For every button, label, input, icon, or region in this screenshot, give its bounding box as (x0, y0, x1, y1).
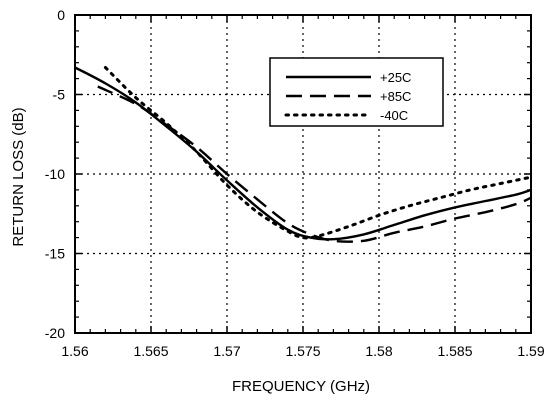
series-line-dotted (103, 66, 533, 240)
x-tick-label: 1.59 (517, 343, 544, 359)
series-line-solid (74, 66, 532, 241)
legend: +25C +85C -40C (269, 57, 444, 127)
x-tick-label: 1.575 (285, 343, 320, 359)
x-axis-ticks: 1.56 1.565 1.57 1.575 1.58 1.585 1.59 (61, 15, 545, 359)
data-series (74, 66, 533, 243)
x-tick-label: 1.585 (437, 343, 472, 359)
y-tick-label: -20 (45, 325, 65, 341)
legend-label: -40C (380, 108, 408, 123)
y-axis-label: RETURN LOSS (dB) (10, 107, 27, 246)
y-tick-label: 0 (57, 7, 65, 23)
legend-label: +25C (380, 70, 411, 85)
x-tick-label: 1.565 (133, 343, 168, 359)
y-tick-label: -10 (45, 166, 65, 182)
y-tick-label: -15 (45, 246, 65, 262)
plot-frame (74, 14, 532, 334)
legend-label: +85C (380, 89, 411, 104)
x-axis-label: FREQUENCY (GHz) (232, 378, 370, 395)
x-tick-label: 1.56 (61, 343, 88, 359)
x-tick-label: 1.58 (365, 343, 392, 359)
y-tick-label: -5 (53, 87, 66, 103)
x-tick-label: 1.57 (213, 343, 240, 359)
